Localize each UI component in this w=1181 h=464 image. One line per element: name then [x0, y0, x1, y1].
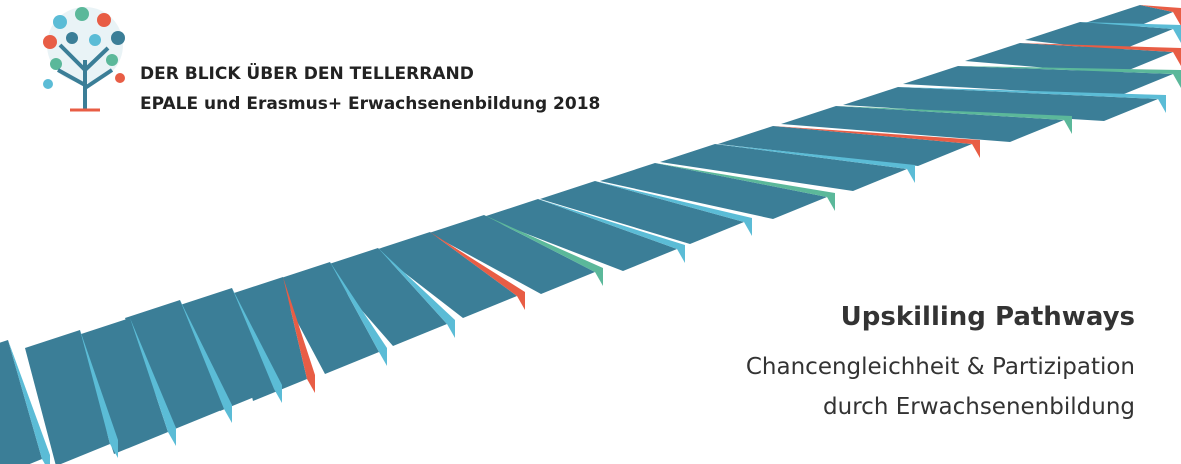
page: {"header": {"line1": "DER BLICK ÜBER DEN… [0, 0, 1181, 464]
logo [43, 7, 125, 110]
logo-dot [75, 7, 89, 21]
subtitle-line: Chancengleichheit & Partizipation [746, 354, 1135, 380]
title: Upskilling Pathways [841, 302, 1135, 332]
logo-dot [111, 31, 125, 45]
logo-dot [43, 79, 53, 89]
logo-dot [53, 15, 67, 29]
subtitle-line: durch Erwachsenenbildung [823, 394, 1135, 420]
logo-dot [97, 13, 111, 27]
header-line: EPALE und Erasmus+ Erwachsenenbildung 20… [140, 94, 600, 114]
header-line: DER BLICK ÜBER DEN TELLERRAND [140, 62, 474, 84]
logo-dot [66, 32, 78, 44]
logo-dot [106, 54, 118, 66]
logo-dot [115, 73, 125, 83]
banner: DER BLICK ÜBER DEN TELLERRAND EPALE und … [0, 0, 1181, 464]
logo-dot [89, 34, 101, 46]
logo-dot [50, 58, 62, 70]
logo-dot [43, 35, 57, 49]
